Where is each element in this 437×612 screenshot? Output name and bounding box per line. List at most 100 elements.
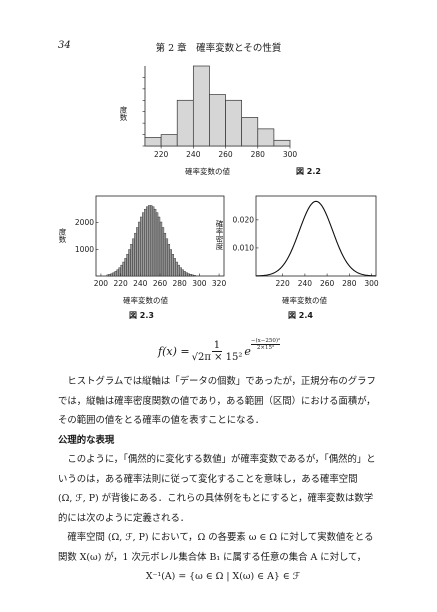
histogram-bar <box>106 274 109 277</box>
histogram-bar <box>155 212 159 277</box>
normal-density-formula: f(x) = 1 √2π × 15² e −(x−250)² 2×15² <box>158 338 281 363</box>
histogram-bar <box>148 205 151 277</box>
histogram-bar <box>189 274 192 277</box>
histogram-bar <box>193 275 196 277</box>
histogram-bar <box>181 269 184 277</box>
x-tick-label: 260 <box>153 279 168 288</box>
x-tick-label: 240 <box>298 279 313 288</box>
histogram-bar <box>138 221 141 277</box>
histogram-bar <box>144 208 147 277</box>
density-curve <box>255 200 377 277</box>
histogram-bar <box>163 232 167 277</box>
fig24-xlabel: 確率変数の値 <box>282 296 327 305</box>
x-tick-label: 280 <box>173 279 188 288</box>
paragraph-line: 確率空間 (Ω, ℱ, P) において，Ω の各要素 ω ∈ Ω に対して実数値… <box>67 532 374 543</box>
histogram-bar <box>142 212 145 277</box>
histogram-bar <box>116 269 119 277</box>
histogram-bar <box>122 261 125 277</box>
x-tick-label: 240 <box>186 150 201 159</box>
fig23-caption: 図 2.3 <box>129 311 154 320</box>
x-tick-label: 220 <box>113 279 128 288</box>
histogram-bar <box>225 99 243 147</box>
histogram-bar <box>110 273 113 277</box>
histogram-bar <box>130 244 133 277</box>
histogram-bar <box>160 134 178 147</box>
fig22-ylabel: 度数 <box>119 106 128 121</box>
histogram-bar <box>241 117 259 147</box>
histogram-bar <box>140 216 143 277</box>
formula-lhs: f(x) = <box>158 345 190 358</box>
histogram-bar <box>185 272 188 277</box>
histogram-bar <box>173 258 176 277</box>
histogram-bar <box>187 273 190 277</box>
y-tick-label: 0.010 <box>233 243 255 252</box>
formula-numerator: 1 <box>211 340 223 352</box>
histogram-bar <box>134 232 137 277</box>
histogram-bar <box>191 274 194 277</box>
section-heading: 公理的な表現 <box>58 434 115 446</box>
histogram-bar <box>108 274 111 277</box>
histogram-bar <box>153 208 157 277</box>
histogram-bar <box>169 249 172 277</box>
histogram-bar <box>146 206 149 277</box>
fig24-caption: 図 2.4 <box>288 311 313 320</box>
x-tick-label: 240 <box>133 279 148 288</box>
fig22-xlabel: 確率変数の値 <box>185 167 230 176</box>
definition-formula: X⁻¹(A) = {ω ∈ Ω | X(ω) ∈ A} ∈ ℱ <box>145 571 301 582</box>
formula-exponent: −(x−250)² 2×15² <box>250 338 281 351</box>
histogram-bar <box>273 139 291 147</box>
fig22-caption: 図 2.2 <box>296 167 321 176</box>
formula-exponent-denominator: 2×15² <box>256 345 275 351</box>
x-tick-label: 280 <box>342 279 357 288</box>
formula-fraction: 1 √2π × 15² <box>192 340 243 363</box>
body-text: ヒストグラムでは縦軸は「データの個数」であったが，正規分布のグラフ では，縦軸は… <box>58 372 388 587</box>
x-tick-label: 300 <box>283 150 298 159</box>
figure-2-2-histogram: 220 240 260 280 300 <box>142 65 298 159</box>
histogram-bar <box>159 221 163 277</box>
x-tick-label: 280 <box>251 150 266 159</box>
histogram-bar <box>165 238 169 277</box>
fig23-xlabel: 確率変数の値 <box>123 296 168 305</box>
histogram-bar <box>114 271 117 277</box>
x-tick-label: 260 <box>320 279 335 288</box>
paragraph-line: では，縦軸は確率密度関数の値であり，ある範囲（区間）における面積が， <box>58 395 376 407</box>
histogram-bar <box>161 227 165 277</box>
chapter-title: 第 2 章 確率変数とその性質 <box>155 43 282 54</box>
paragraph-line: 的には次のように定義される． <box>58 512 190 524</box>
formula-exp-base: e <box>244 345 251 358</box>
fig24-ylabel: 確率密度 <box>215 220 224 250</box>
figure-2-3-histogram: 1000 2000 200 220 240 260 280 300 320 <box>75 195 226 288</box>
x-tick-label: 260 <box>218 150 233 159</box>
fig23-ylabel: 度数 <box>58 228 67 243</box>
y-tick-label: 2000 <box>75 218 94 227</box>
histogram-bar <box>183 271 186 277</box>
histogram-bar <box>175 261 178 277</box>
histogram-bar <box>151 206 155 277</box>
histogram-bar <box>124 258 127 277</box>
histogram-bar <box>144 137 162 147</box>
y-tick-label: 1000 <box>75 245 94 254</box>
paragraph-line: このように，「偶然的に変化する数値」が確率変数であるが，「偶然的」と <box>67 454 376 465</box>
histogram-bar <box>128 249 131 277</box>
paragraph-line: その範囲の値をとる確率の値を表すことになる． <box>58 415 265 426</box>
histogram-bar <box>176 99 194 147</box>
histogram-bar <box>112 272 115 277</box>
plot-frame <box>255 195 377 277</box>
x-tick-label: 220 <box>276 279 291 288</box>
paragraph-line: (Ω, ℱ, P) が背後にある．これらの具体例をもとにすると，確率変数は数学 <box>58 493 374 504</box>
histogram-bar <box>257 128 275 147</box>
paragraph-line: 関数 X(ω) が，1 次元ボレル集合体 B₁ に属する任意の集合 A に対して… <box>58 551 367 563</box>
histogram-bar <box>132 238 135 277</box>
paragraph-line: いうのは，ある確率法則に従って変化することを意味し，ある確率空間 <box>58 473 358 485</box>
histogram-bar <box>209 94 226 147</box>
page-number: 34 <box>58 40 71 51</box>
formula-exponent-numerator: −(x−250)² <box>250 338 281 345</box>
histogram-bar <box>171 254 174 277</box>
x-tick-label: 300 <box>364 279 379 288</box>
x-tick-label: 320 <box>212 279 226 288</box>
formula-denominator: √2π × 15² <box>191 352 243 363</box>
paragraph-line: ヒストグラムでは縦軸は「データの個数」であったが，正規分布のグラフ <box>67 376 376 387</box>
histogram-bar <box>149 205 153 277</box>
x-tick-label: 200 <box>94 279 109 288</box>
y-tick-label: 0.020 <box>233 215 255 224</box>
